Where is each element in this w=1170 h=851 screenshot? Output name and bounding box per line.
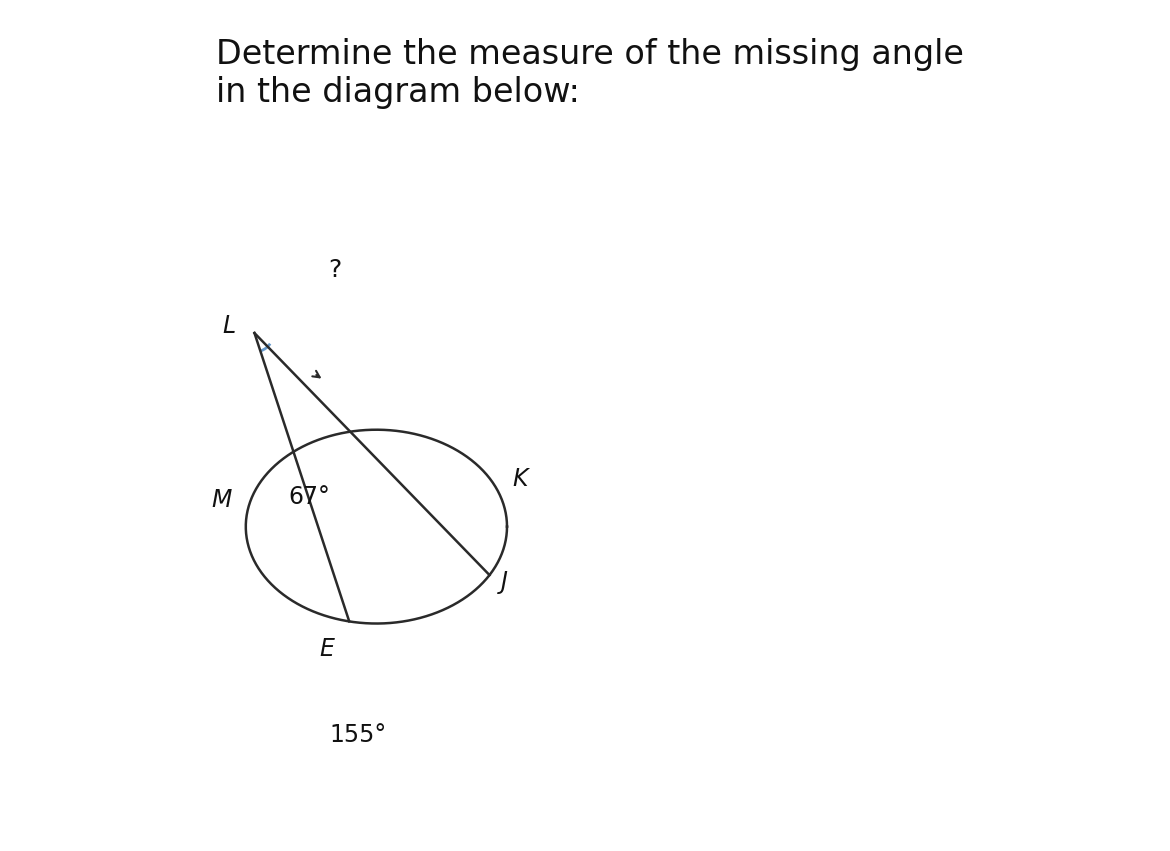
Text: M: M [212,488,232,511]
Text: L: L [222,314,236,338]
Text: 67°: 67° [288,485,330,510]
Text: K: K [512,467,528,491]
Text: E: E [319,637,335,660]
Text: ?: ? [328,258,342,282]
Text: 155°: 155° [329,722,386,746]
Text: Determine the measure of the missing angle
in the diagram below:: Determine the measure of the missing ang… [216,38,964,109]
Text: J: J [501,570,508,594]
